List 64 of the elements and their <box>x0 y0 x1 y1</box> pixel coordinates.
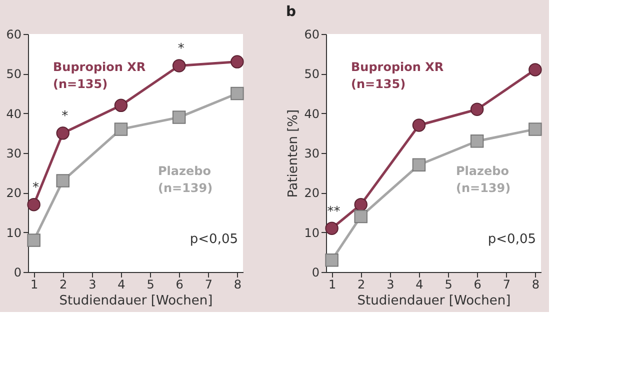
y-tick-label: 0 <box>14 266 22 280</box>
point <box>470 102 484 116</box>
x-tick-label: 6 <box>474 278 482 292</box>
x-axis-title: Studiendauer [Wochen] <box>357 294 511 308</box>
x-tick-label: 3 <box>386 278 394 292</box>
point <box>354 198 368 212</box>
y-tick-label: 10 <box>304 226 320 240</box>
x-tick-label: 1 <box>30 278 38 292</box>
annotation: * <box>178 42 185 57</box>
chart-title: b <box>286 4 296 20</box>
y-tick-label: 40 <box>304 106 320 121</box>
y-tick-label: 30 <box>6 146 22 160</box>
x-tick-label: 1 <box>328 278 336 292</box>
point <box>27 234 40 247</box>
point <box>528 122 542 136</box>
y-tick-label: 60 <box>304 28 320 42</box>
x-tick-label: 4 <box>416 278 424 292</box>
annotation: p<0,05 <box>190 232 238 247</box>
text: Bupropion XR (n=135) <box>351 60 444 91</box>
point <box>172 110 186 124</box>
y-axis-title: Patienten [%] <box>286 109 302 198</box>
y-tick-label: 20 <box>6 186 22 200</box>
x-tick-label: 4 <box>118 278 126 292</box>
series-label: Plazebo (n=139) <box>456 164 511 195</box>
point <box>230 55 244 68</box>
point <box>354 210 368 224</box>
annotation: p<0,05 <box>488 232 536 247</box>
y-tick-label: 30 <box>304 146 320 160</box>
x-tick-label: 7 <box>502 278 510 292</box>
x-tick-label: 5 <box>444 278 452 292</box>
x-tick-label: 8 <box>532 278 540 292</box>
x-tick-label: 7 <box>204 278 212 292</box>
point <box>412 118 426 132</box>
x-tick-label: 6 <box>176 278 184 292</box>
point <box>27 198 40 212</box>
annotation: * <box>32 180 40 196</box>
y-tick-label: 40 <box>6 106 22 121</box>
series-label: Bupropion XR (n=135) <box>53 60 146 91</box>
y-tick-label: 60 <box>6 28 22 42</box>
y-tick-label: 50 <box>6 67 22 82</box>
x-tick-label: 2 <box>358 278 366 292</box>
text: Plazebo (n=139) <box>158 164 213 195</box>
point <box>528 63 542 76</box>
point <box>470 134 484 148</box>
annotation: * <box>62 109 69 124</box>
x-tick-label: 8 <box>234 278 242 292</box>
point <box>412 158 426 172</box>
x-tick-label: 3 <box>88 278 96 292</box>
point <box>230 86 244 100</box>
x-axis-title: Studiendauer [Wochen] <box>59 294 213 308</box>
y-tick-label: 20 <box>304 186 320 200</box>
point <box>325 253 338 267</box>
annotation: ** <box>327 204 341 220</box>
point <box>114 98 128 112</box>
point <box>172 59 186 72</box>
y-tick-label: 0 <box>312 266 320 280</box>
y-tick-label: 50 <box>304 67 320 82</box>
point <box>56 126 70 140</box>
point <box>56 174 70 188</box>
y-tick-label: 10 <box>6 226 22 240</box>
x-tick-label: 2 <box>60 278 68 292</box>
point <box>325 222 338 235</box>
x-tick-label: 5 <box>146 278 154 292</box>
point <box>114 122 128 136</box>
